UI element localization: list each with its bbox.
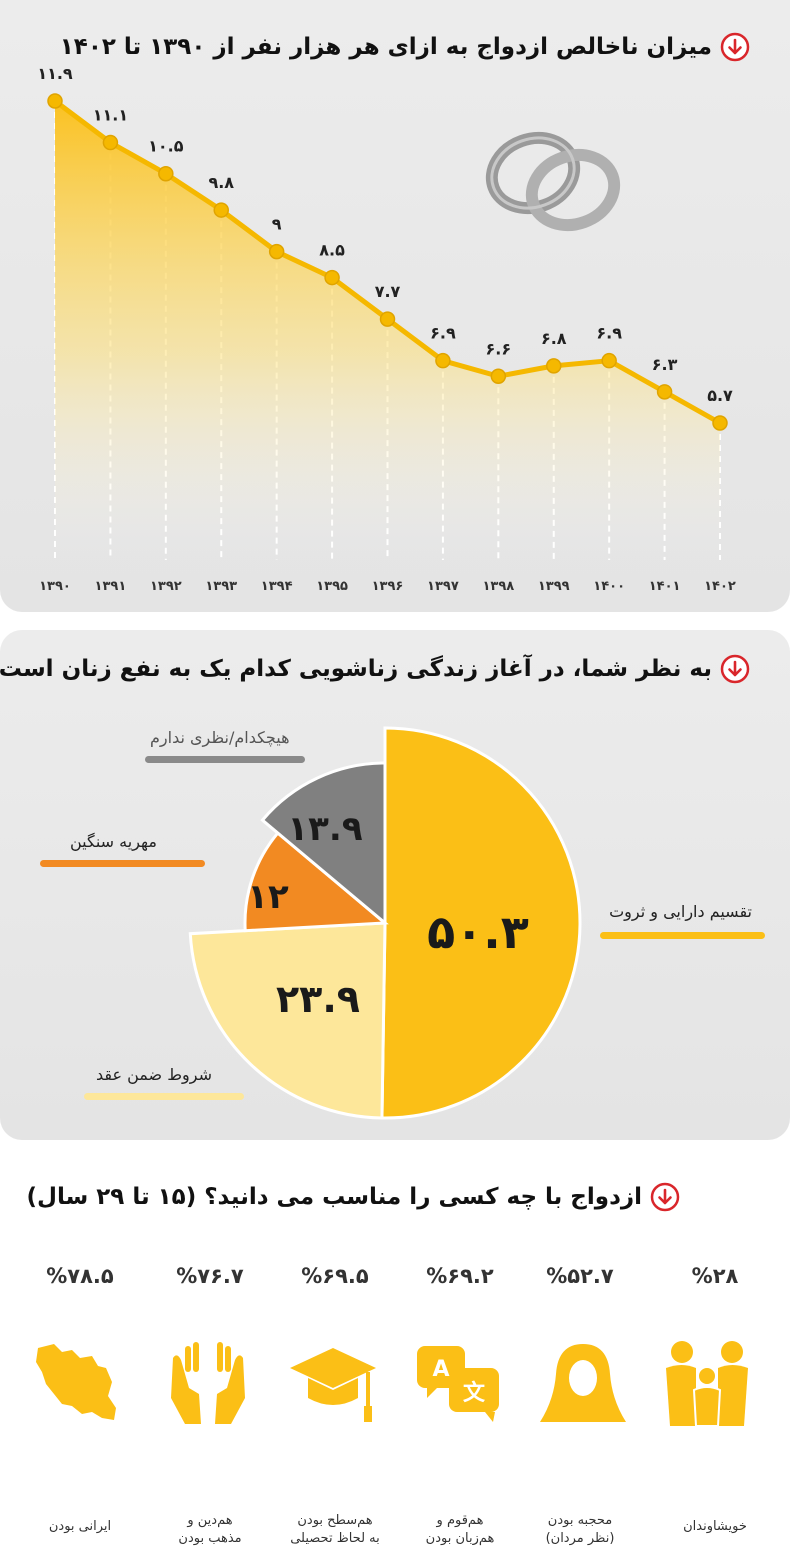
svg-text:A: A — [432, 1357, 449, 1382]
criteria-label-religion-line2: مذهب بودن — [178, 1531, 242, 1547]
criteria-value-education: %۶۹.۵ — [301, 1264, 369, 1288]
data-point — [656, 384, 673, 400]
data-point — [324, 269, 340, 286]
data-point — [268, 243, 285, 260]
criteria-label-relatives: خویشاوندان — [655, 1518, 775, 1536]
criteria-label-education: هم‌سطح بودن به لحاظ تحصیلی — [275, 1512, 395, 1548]
data-point — [213, 202, 229, 218]
pie-legend-label-dowry: مهریه سنگین — [70, 832, 157, 851]
pie-slice-label: ۱۳.۹ — [287, 809, 362, 849]
pie-slice-label: ۱۲ — [247, 877, 289, 917]
arrow-down-circle-icon — [650, 1182, 680, 1212]
data-point — [379, 311, 396, 327]
criteria-title: ازدواج با چه کسی را مناسب می دانید؟ (۱۵ … — [26, 1184, 643, 1210]
data-label: ۶.۹ — [596, 324, 622, 343]
data-label: ۶.۹ — [430, 324, 456, 343]
x-tick-label: ۱۴۰۰ — [593, 579, 625, 594]
pie-slice — [260, 761, 387, 927]
pie-legend-bar-dowry — [40, 860, 205, 867]
criteria-label-religion: هم‌دین و مذهب بودن — [150, 1512, 270, 1548]
pie-legend-label-none: هیچکدام/نظری ندارم — [150, 728, 290, 747]
x-tick-label: ۱۳۹۵ — [316, 579, 348, 594]
criteria-label-iranian-line1: ایرانی بودن — [48, 1519, 112, 1534]
line-chart-title-row: میزان ناخالص ازدواج به ازای هر هزار نفر … — [60, 32, 750, 62]
data-label: ۶.۸ — [541, 329, 567, 348]
pie-chart-panel: به نظر شما، در آغاز زندگی زناشویی کدام ی… — [0, 630, 790, 1140]
pie-slice-label: ۲۳.۹ — [276, 977, 360, 1021]
pie-slice — [380, 726, 582, 1120]
pie-chart: ۵۰.۳ ۲۳.۹ ۱۲ ۱۳.۹ — [188, 726, 582, 1120]
criteria-label-iranian: ایرانی بودن — [20, 1518, 140, 1536]
data-point — [601, 352, 617, 369]
x-tick-label: ۱۳۹۱ — [95, 579, 127, 594]
pie-legend-label-conditions: شروط ضمن عقد — [96, 1065, 212, 1084]
data-point — [490, 368, 507, 385]
wedding-rings-icon — [485, 131, 621, 232]
data-point — [47, 93, 63, 109]
criteria-label-relatives-line1: خویشاوندان — [683, 1519, 747, 1534]
pie-slice — [243, 830, 389, 933]
x-tick-label: ۱۳۹۴ — [261, 579, 293, 594]
criteria-label-ethnicity-line1: هم‌قوم و — [436, 1513, 484, 1528]
pie-chart-title-row: به نظر شما، در آغاز زندگی زناشویی کدام ی… — [0, 654, 750, 684]
data-label: ۹ — [272, 215, 282, 234]
line-chart-panel: میزان ناخالص ازدواج به ازای هر هزار نفر … — [0, 0, 790, 612]
iran-map-icon — [36, 1344, 116, 1420]
arrow-down-circle-icon — [720, 654, 750, 684]
data-label: ۵.۷ — [707, 386, 733, 405]
criteria-value-ethnicity: %۶۹.۲ — [426, 1264, 494, 1288]
data-point — [158, 165, 174, 182]
criteria-label-hijab: محجبه بودن (نظر مردان) — [520, 1512, 640, 1548]
pie-legend-bar-assets — [600, 932, 765, 939]
graduation-cap-icon — [290, 1348, 376, 1422]
praying-hands-icon — [171, 1342, 245, 1424]
criteria-label-hijab-line2: (نظر مردان) — [545, 1531, 615, 1547]
line-chart-title: میزان ناخالص ازدواج به ازای هر هزار نفر … — [59, 34, 712, 60]
data-label: ۶.۶ — [486, 339, 512, 358]
criteria-label-hijab-line1: محجبه بودن — [547, 1513, 613, 1528]
x-tick-label: ۱۳۹۰ — [39, 579, 71, 594]
criteria-value-hijab: %۵۲.۷ — [546, 1264, 614, 1288]
data-label: ۱۱.۹ — [37, 64, 73, 83]
criteria-value-iranian: %۷۸.۵ — [46, 1264, 114, 1288]
family-icon — [666, 1341, 748, 1427]
pie-legend-bar-conditions — [84, 1093, 244, 1100]
pie-slice-label: ۵۰.۳ — [427, 905, 529, 959]
arrow-down-circle-icon — [720, 32, 750, 62]
criteria-label-education-line2: به لحاظ تحصیلی — [290, 1531, 380, 1547]
x-tick-label: ۱۳۹۳ — [205, 579, 237, 594]
data-label: ۱۰.۵ — [148, 137, 184, 156]
criteria-title-row: ازدواج با چه کسی را مناسب می دانید؟ (۱۵ … — [27, 1182, 681, 1212]
x-tick-label: ۱۴۰۲ — [704, 579, 736, 594]
x-tick-label: ۱۳۹۷ — [427, 579, 459, 594]
data-label: ۷.۷ — [375, 282, 401, 301]
pie-chart-title: به نظر شما، در آغاز زندگی زناشویی کدام ی… — [0, 656, 712, 682]
x-tick-label: ۱۴۰۱ — [649, 579, 681, 594]
translate-icon: A 文 — [417, 1346, 499, 1422]
pie-legend-bar-none — [145, 756, 305, 763]
criteria-value-religion: %۷۶.۷ — [176, 1264, 244, 1288]
pie-legend-label-assets: تقسیم دارایی و ثروت — [609, 902, 752, 921]
criteria-label-ethnicity: هم‌قوم و هم‌زبان بودن — [400, 1512, 520, 1548]
line-chart: ۱۱.۹ ۱۱.۱ ۱۰.۵ ۹.۸ ۹ ۸.۵ ۷.۷ ۶.۹ ۶.۶ ۶.۸ ۶.۹ ۶.۳ ۵.۷… — [37, 64, 736, 594]
data-point — [435, 352, 451, 369]
hijab-woman-icon — [540, 1344, 626, 1422]
data-point — [102, 134, 119, 151]
criteria-label-religion-line1: هم‌دین و — [187, 1513, 233, 1528]
data-label: ۶.۳ — [652, 355, 678, 374]
criteria-value-relatives: %۲۸ — [691, 1264, 739, 1288]
data-point — [546, 358, 562, 374]
pie-slice — [188, 921, 387, 1120]
data-label: ۸.۵ — [319, 241, 345, 260]
criteria-label-ethnicity-line2: هم‌زبان بودن — [425, 1531, 495, 1547]
data-label: ۱۱.۱ — [93, 106, 128, 125]
data-point — [712, 415, 728, 431]
data-label: ۹.۸ — [208, 173, 234, 192]
criteria-label-education-line1: هم‌سطح بودن — [297, 1513, 373, 1528]
x-tick-label: ۱۳۹۲ — [150, 579, 182, 594]
x-tick-label: ۱۳۹۶ — [372, 579, 404, 594]
x-tick-label: ۱۳۹۹ — [538, 579, 570, 594]
x-tick-label: ۱۳۹۸ — [482, 579, 514, 594]
svg-text:文: 文 — [463, 1380, 486, 1406]
